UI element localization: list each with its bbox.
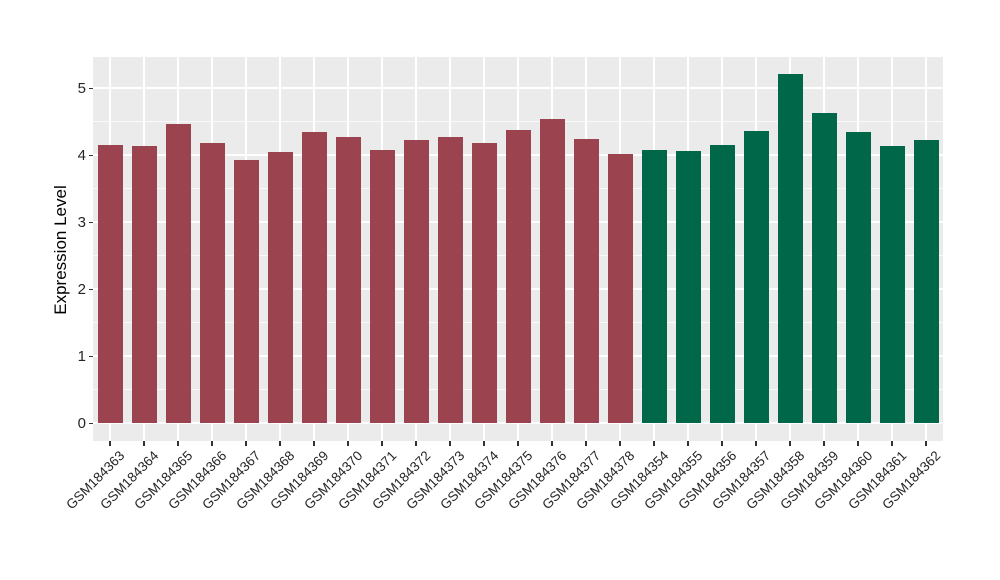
y-tick-mark (88, 87, 93, 90)
bar (573, 139, 599, 424)
x-tick-mark (279, 441, 281, 446)
bar (233, 159, 259, 424)
bar (437, 137, 463, 424)
y-tick-label: 2 (77, 280, 86, 298)
x-tick-mark (245, 441, 247, 446)
x-tick-mark (755, 441, 757, 446)
x-tick-mark (211, 441, 213, 446)
x-tick-mark (551, 441, 553, 446)
x-tick-mark (483, 441, 485, 446)
x-tick-mark (619, 441, 621, 446)
y-axis-title: Expression Level (51, 185, 70, 315)
bar (811, 113, 837, 424)
y-tick-mark (88, 422, 93, 425)
x-tick-mark (823, 441, 825, 446)
y-tick-mark (88, 221, 93, 224)
x-tick-mark (653, 441, 655, 446)
x-tick-mark (925, 441, 927, 446)
x-tick-mark (177, 441, 179, 446)
x-tick-mark (381, 441, 383, 446)
x-tick-mark (721, 441, 723, 446)
bar (369, 149, 395, 424)
bar (879, 145, 905, 424)
bar (777, 74, 803, 424)
x-tick-mark (517, 441, 519, 446)
bar (267, 151, 293, 424)
y-tick-label: 4 (77, 146, 86, 164)
x-tick-mark (857, 441, 859, 446)
bar (709, 145, 735, 424)
bar (539, 119, 565, 424)
x-tick-mark (109, 441, 111, 446)
bar (471, 142, 497, 424)
y-tick-label: 0 (77, 414, 86, 432)
y-tick-mark (88, 154, 93, 157)
bar (743, 130, 769, 424)
x-tick-mark (347, 441, 349, 446)
bar (505, 129, 531, 424)
x-tick-mark (789, 441, 791, 446)
bar (913, 139, 939, 424)
bar (131, 145, 157, 424)
y-tick-mark (88, 288, 93, 291)
y-tick-label: 3 (77, 213, 86, 231)
bar (199, 143, 225, 424)
bar (335, 136, 361, 424)
bar (301, 131, 327, 424)
y-tick-label: 1 (77, 347, 86, 365)
bar (403, 139, 429, 424)
plot-panel (93, 57, 943, 441)
y-tick-mark (88, 355, 93, 358)
bar (97, 144, 123, 424)
x-tick-mark (143, 441, 145, 446)
x-tick-mark (449, 441, 451, 446)
bar (845, 131, 871, 424)
bar (641, 149, 667, 424)
x-tick-mark (415, 441, 417, 446)
x-tick-mark (313, 441, 315, 446)
x-tick-mark (585, 441, 587, 446)
bar (607, 153, 633, 424)
y-tick-label: 5 (77, 79, 86, 97)
x-tick-mark (891, 441, 893, 446)
bar (675, 150, 701, 424)
x-tick-mark (687, 441, 689, 446)
bar (165, 124, 191, 424)
